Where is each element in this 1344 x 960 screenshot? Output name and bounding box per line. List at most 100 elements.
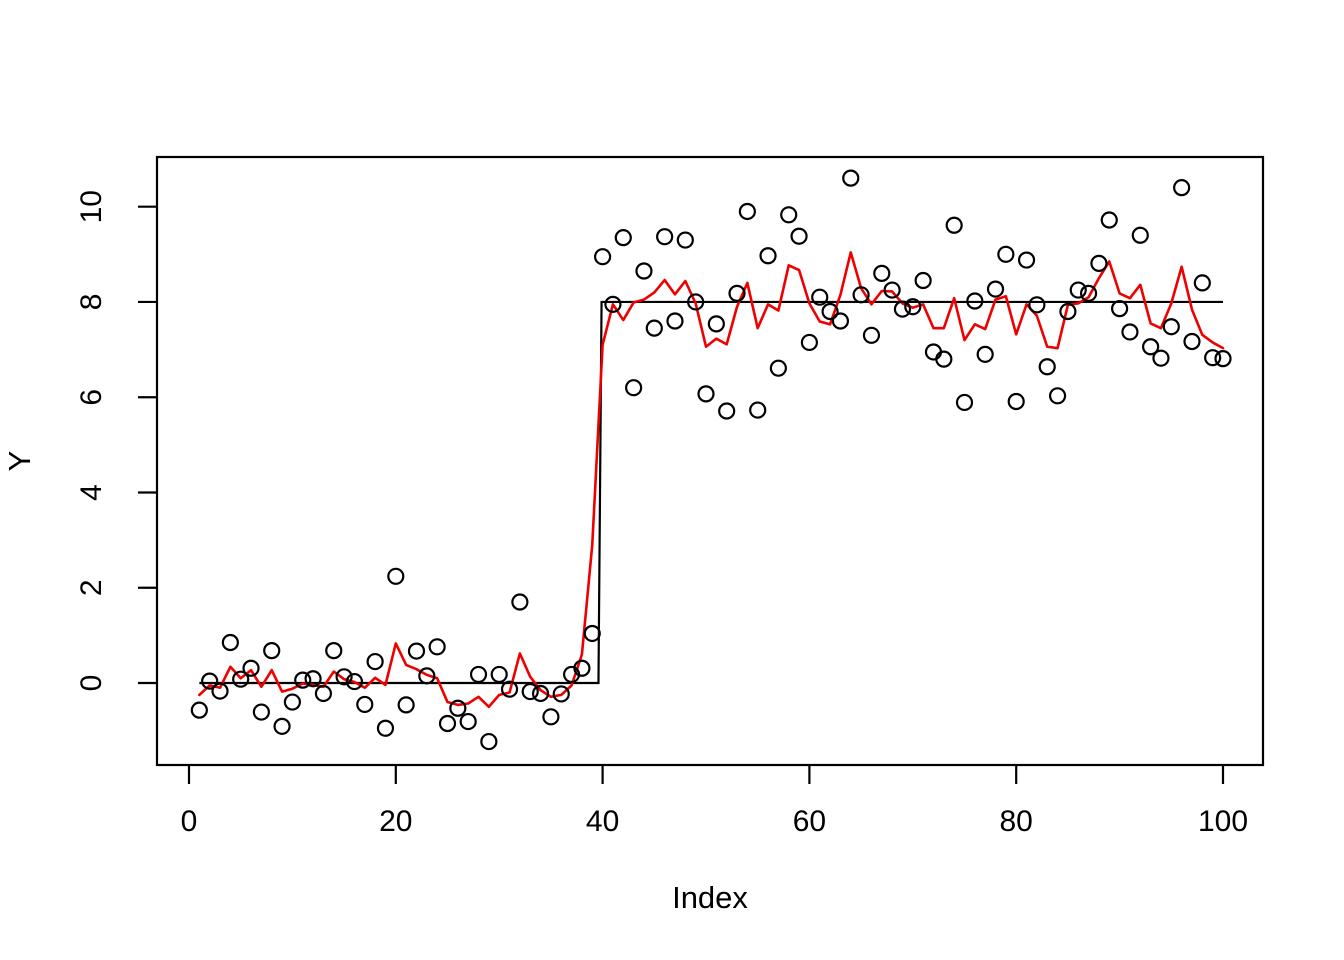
- data-point: [345, 672, 364, 691]
- data-point: [914, 271, 932, 290]
- data-point: [366, 652, 384, 671]
- data-point: [459, 712, 477, 731]
- y-axis-tick-label: 0: [75, 675, 108, 692]
- data-point: [469, 665, 488, 684]
- x-axis-tick-label: 40: [586, 805, 619, 838]
- data-point: [531, 684, 550, 703]
- y-axis-tick-label: 10: [75, 190, 108, 223]
- data-point: [201, 672, 219, 690]
- y-axis-tick-label: 4: [75, 484, 108, 501]
- data-point: [656, 228, 674, 246]
- y-axis-tick-label: 6: [75, 389, 108, 406]
- data-point: [625, 379, 643, 397]
- data-point: [1214, 350, 1232, 368]
- x-axis-tick-label: 0: [181, 805, 198, 838]
- data-point: [190, 701, 208, 719]
- data-point: [283, 693, 301, 711]
- data-point: [614, 229, 632, 247]
- data-point: [418, 667, 436, 685]
- data-point: [542, 708, 560, 726]
- data-point: [862, 326, 881, 344]
- x-axis-tick-label: 60: [793, 805, 826, 838]
- data-point: [521, 682, 539, 701]
- data-point: [593, 248, 612, 266]
- data-point: [1162, 318, 1180, 336]
- data-point: [883, 281, 901, 299]
- data-point: [821, 302, 839, 321]
- data-point: [873, 264, 891, 282]
- data-point: [749, 401, 767, 419]
- data-point: [376, 719, 395, 737]
- data-point: [1038, 358, 1056, 376]
- data-point: [1121, 323, 1139, 341]
- data-point: [935, 350, 953, 368]
- data-point: [893, 300, 912, 318]
- data-point: [687, 293, 705, 311]
- data-point: [955, 393, 974, 412]
- data-point: [966, 292, 984, 310]
- data-point: [511, 593, 529, 611]
- data-point: [242, 659, 260, 677]
- data-point: [273, 717, 291, 735]
- data-point: [728, 284, 746, 302]
- data-point: [500, 680, 519, 698]
- data-point: [1090, 254, 1108, 272]
- smoothed-line: [198, 251, 1225, 709]
- data-point: [1079, 284, 1098, 302]
- data-point: [480, 732, 498, 751]
- data-point: [645, 319, 663, 337]
- data-point: [997, 245, 1015, 263]
- data-point: [490, 665, 508, 684]
- data-point: [738, 202, 756, 221]
- data-point: [211, 682, 229, 700]
- x-axis-tick-label: 20: [379, 805, 412, 838]
- data-point: [356, 695, 374, 714]
- data-point: [1100, 211, 1118, 229]
- data-point: [1110, 300, 1129, 318]
- data-point: [1152, 349, 1170, 367]
- data-point: [1204, 349, 1222, 367]
- data-point: [252, 703, 270, 721]
- data-point: [707, 315, 725, 333]
- data-point: [314, 684, 333, 703]
- data-point: [1059, 302, 1077, 321]
- data-point: [769, 359, 787, 377]
- data-point: [790, 227, 808, 245]
- data-point: [676, 231, 694, 249]
- data-point: [904, 298, 922, 316]
- data-point: [438, 714, 457, 733]
- data-point: [1193, 274, 1211, 292]
- x-axis-title: Index: [672, 880, 748, 915]
- data-point: [1142, 338, 1160, 356]
- data-point: [552, 685, 570, 703]
- data-point: [387, 567, 405, 585]
- data-point: [635, 262, 653, 280]
- data-point: [842, 169, 860, 187]
- data-point: [666, 312, 684, 330]
- data-point: [294, 671, 312, 689]
- y-axis-tick-label: 2: [75, 579, 108, 596]
- plot-frame: [155, 155, 1265, 767]
- x-axis-tick-label: 80: [1000, 805, 1033, 838]
- data-point: [1017, 251, 1036, 269]
- data-point: [604, 295, 622, 313]
- data-point: [1069, 281, 1087, 299]
- data-point: [263, 642, 281, 660]
- data-point: [945, 216, 963, 234]
- data-point: [1028, 296, 1046, 314]
- data-point: [800, 333, 819, 352]
- data-point: [232, 670, 250, 688]
- data-point: [1048, 387, 1067, 405]
- data-point: [449, 699, 467, 717]
- data-point: [718, 402, 736, 420]
- data-point: [1183, 332, 1201, 351]
- data-point: [759, 247, 777, 265]
- y-axis-tick-label: 8: [75, 294, 108, 311]
- data-point: [407, 642, 426, 660]
- data-point: [697, 385, 715, 403]
- data-point: [1173, 179, 1191, 197]
- data-point: [852, 286, 870, 304]
